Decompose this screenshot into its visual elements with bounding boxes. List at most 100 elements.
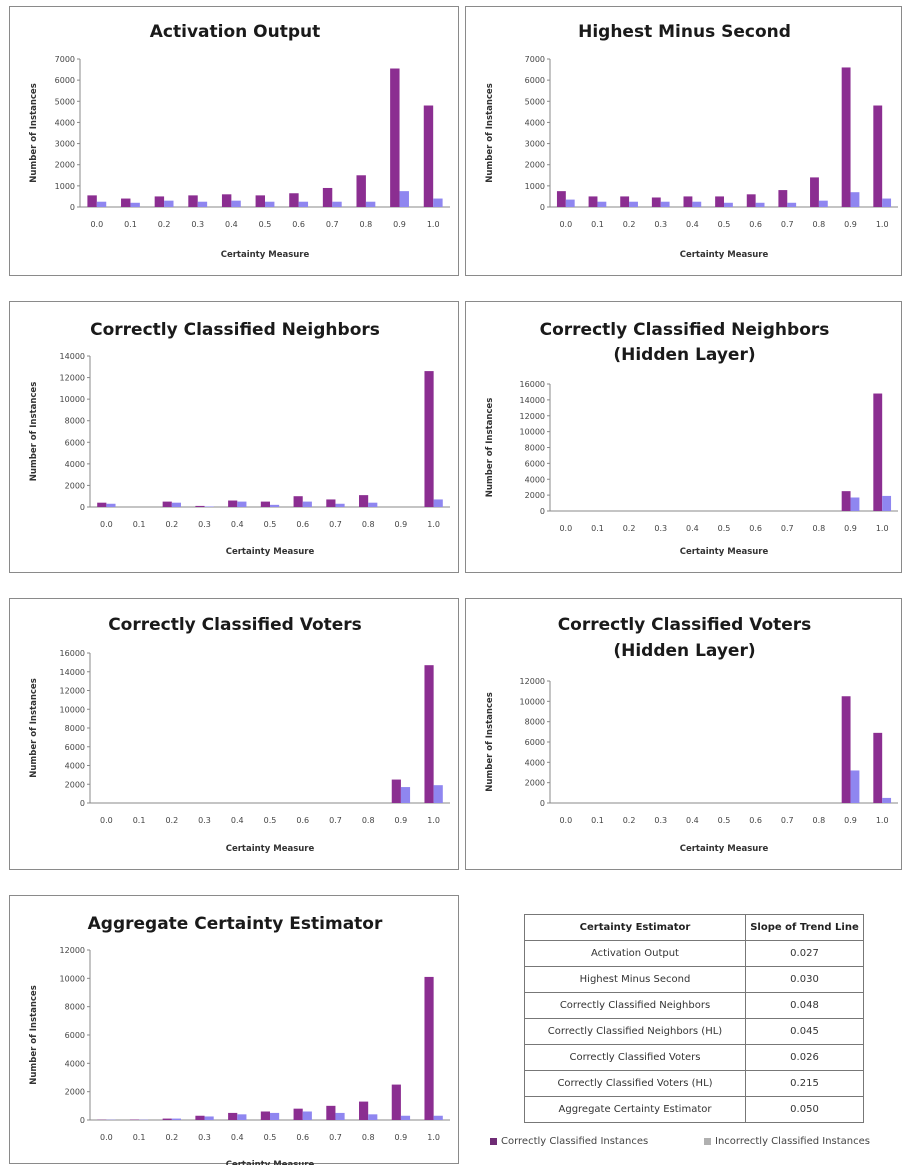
x-tick-label: 0.5 xyxy=(264,520,277,529)
bar-incorrect xyxy=(335,504,344,507)
bar-correct xyxy=(873,733,882,803)
y-tick-label: 7000 xyxy=(55,55,75,64)
bar-correct xyxy=(424,106,433,207)
x-axis-label: Certainty Measure xyxy=(226,1160,315,1165)
x-tick-label: 0.0 xyxy=(100,520,113,529)
y-tick-label: 12000 xyxy=(520,677,545,686)
table-row: Correctly Classified Voters (HL)0.215 xyxy=(525,1071,864,1097)
x-axis-label: Certainty Measure xyxy=(226,547,315,557)
bar-incorrect xyxy=(597,202,606,207)
bar-correct xyxy=(842,696,851,803)
bar-correct xyxy=(424,371,433,507)
bar-incorrect xyxy=(198,202,207,207)
x-tick-label: 0.7 xyxy=(329,1133,342,1142)
x-axis-label: Certainty Measure xyxy=(226,844,315,854)
table-cell-slope: 0.215 xyxy=(746,1071,864,1097)
chart-6: Aggregate Certainty Estimator02000400060… xyxy=(10,896,460,1165)
bar-incorrect xyxy=(237,1114,246,1120)
chart-1: Highest Minus Second01000200030004000500… xyxy=(466,7,902,277)
x-tick-label: 0.9 xyxy=(395,520,408,529)
bar-incorrect xyxy=(434,1116,443,1120)
bar-correct xyxy=(87,195,96,207)
x-tick-label: 0.0 xyxy=(559,220,572,229)
x-tick-label: 0.4 xyxy=(231,1133,244,1142)
x-tick-label: 0.3 xyxy=(198,816,211,825)
y-tick-label: 8000 xyxy=(65,1003,85,1012)
bar-correct xyxy=(121,199,130,207)
x-tick-label: 0.6 xyxy=(292,220,305,229)
bar-incorrect xyxy=(335,1113,344,1120)
bar-correct xyxy=(392,1085,401,1120)
y-tick-label: 0 xyxy=(70,203,75,212)
bar-incorrect xyxy=(629,202,638,207)
x-tick-label: 0.5 xyxy=(264,1133,277,1142)
y-tick-label: 16000 xyxy=(60,649,85,658)
x-tick-label: 0.4 xyxy=(225,220,238,229)
bar-incorrect xyxy=(368,1114,377,1120)
x-tick-label: 1.0 xyxy=(427,1133,440,1142)
bar-incorrect xyxy=(433,199,442,207)
bar-correct xyxy=(842,491,851,511)
bar-correct xyxy=(873,106,882,207)
x-tick-label: 0.8 xyxy=(360,220,373,229)
x-tick-label: 0.9 xyxy=(844,816,857,825)
x-tick-label: 0.1 xyxy=(591,524,604,533)
table-cell-estimator: Correctly Classified Voters (HL) xyxy=(525,1071,746,1097)
table-cell-estimator: Correctly Classified Neighbors (HL) xyxy=(525,1019,746,1045)
bar-correct xyxy=(188,195,197,207)
x-tick-label: 0.1 xyxy=(133,1133,146,1142)
y-tick-label: 1000 xyxy=(55,182,75,191)
legend-swatch-correct xyxy=(490,1138,497,1145)
x-tick-label: 1.0 xyxy=(876,220,889,229)
bar-correct xyxy=(652,197,661,207)
x-tick-label: 0.3 xyxy=(654,524,667,533)
y-tick-label: 4000 xyxy=(525,118,545,127)
x-tick-label: 0.8 xyxy=(813,524,826,533)
x-tick-label: 0.7 xyxy=(781,524,794,533)
y-tick-label: 2000 xyxy=(65,780,85,789)
y-tick-label: 12000 xyxy=(60,687,85,696)
y-tick-label: 6000 xyxy=(525,459,545,468)
bar-incorrect xyxy=(851,770,860,803)
bar-incorrect xyxy=(368,503,377,507)
bar-correct xyxy=(323,188,332,207)
table-cell-slope: 0.048 xyxy=(746,993,864,1019)
table-cell-estimator: Activation Output xyxy=(525,941,746,967)
chart-panel-correctly-classified-voters-hl: Correctly Classified Voters(Hidden Layer… xyxy=(465,598,902,870)
chart-title: Correctly Classified Neighbors xyxy=(540,320,830,340)
x-axis-label: Certainty Measure xyxy=(221,250,310,260)
bar-correct xyxy=(261,502,270,507)
x-tick-label: 0.8 xyxy=(813,220,826,229)
y-tick-label: 5000 xyxy=(55,97,75,106)
bar-correct xyxy=(747,194,756,207)
x-tick-label: 0.0 xyxy=(100,816,113,825)
bar-correct xyxy=(392,780,401,803)
bar-incorrect xyxy=(270,1113,279,1120)
y-tick-label: 14000 xyxy=(520,396,545,405)
x-tick-label: 0.7 xyxy=(326,220,339,229)
bar-incorrect xyxy=(882,199,891,207)
bar-incorrect xyxy=(332,202,341,207)
y-tick-label: 2000 xyxy=(65,481,85,490)
y-tick-label: 16000 xyxy=(520,380,545,389)
y-tick-label: 6000 xyxy=(525,76,545,85)
y-tick-label: 3000 xyxy=(55,140,75,149)
y-tick-label: 2000 xyxy=(55,161,75,170)
bar-correct xyxy=(261,1112,270,1121)
bar-correct xyxy=(228,1113,237,1120)
y-tick-label: 7000 xyxy=(525,55,545,64)
chart-title: (Hidden Layer) xyxy=(613,345,755,365)
bar-incorrect xyxy=(303,502,312,507)
y-axis-label: Number of Instances xyxy=(485,398,495,498)
bar-incorrect xyxy=(237,502,246,507)
y-tick-label: 10000 xyxy=(60,705,85,714)
x-tick-label: 0.8 xyxy=(362,1133,375,1142)
legend-incorrect: Incorrectly Classified Instances xyxy=(704,1136,870,1147)
bar-correct xyxy=(589,196,598,207)
bar-incorrect xyxy=(566,200,575,207)
bar-incorrect xyxy=(787,203,796,207)
